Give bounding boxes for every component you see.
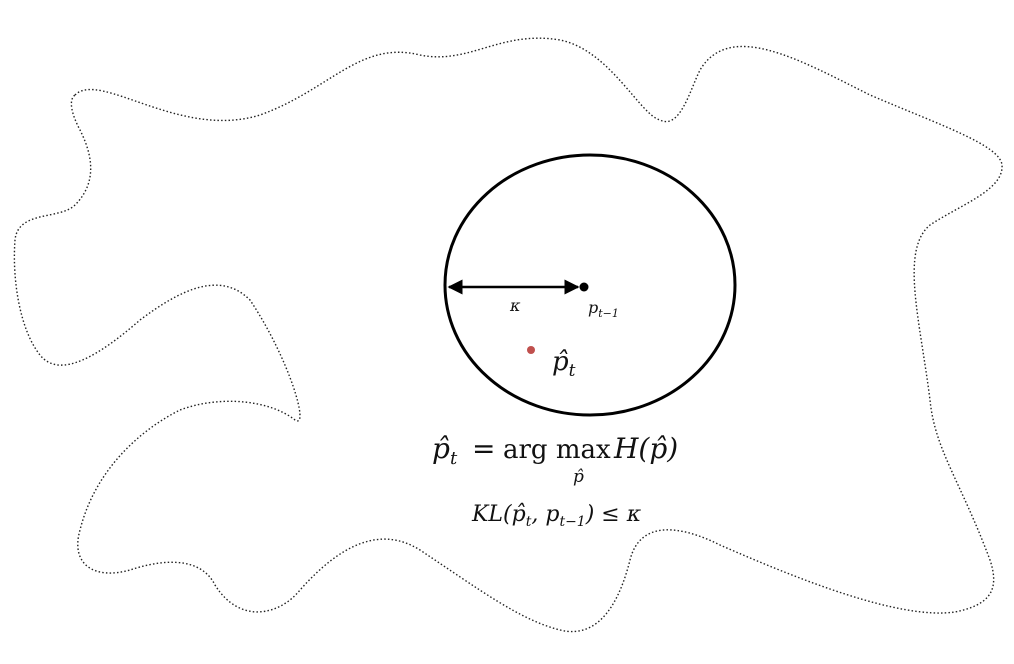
objective-equation: p̂t = arg max p̂ H(p̂): [432, 432, 678, 487]
p-prev-base: p: [588, 298, 598, 317]
p-prev-sub: t−1: [598, 307, 619, 320]
feasible-region-outline: [13, 37, 1003, 633]
constraint-rest: ) ≤ κ: [585, 502, 642, 527]
kappa-label: κ: [509, 296, 521, 315]
objective-argmax: arg max: [503, 435, 611, 465]
objective-lhs-sub: t: [450, 448, 458, 469]
svg-text:p̂t: p̂t: [432, 432, 458, 469]
constraint-sub-t: t: [526, 514, 532, 530]
constraint-equation: KL(p̂t, pt−1) ≤ κ: [471, 502, 642, 530]
p-hat-base: p̂: [552, 347, 569, 377]
p-hat-sub: t: [569, 361, 576, 381]
objective-argmax-sub: p̂: [573, 467, 584, 487]
objective-equals: =: [472, 432, 495, 465]
center-point: [579, 282, 589, 292]
estimate-point: [527, 346, 535, 354]
constraint-sub-prev: t−1: [559, 514, 585, 530]
constraint-comma: , p: [531, 502, 559, 527]
p-prev-label: pt−1: [588, 298, 619, 320]
kl-ball-circle: [443, 153, 737, 417]
objective-function: H(p̂): [613, 432, 678, 465]
p-hat-label: p̂t: [552, 347, 576, 381]
objective-lhs-base: p̂: [432, 432, 450, 465]
constraint-text: KL(p̂: [471, 502, 526, 527]
